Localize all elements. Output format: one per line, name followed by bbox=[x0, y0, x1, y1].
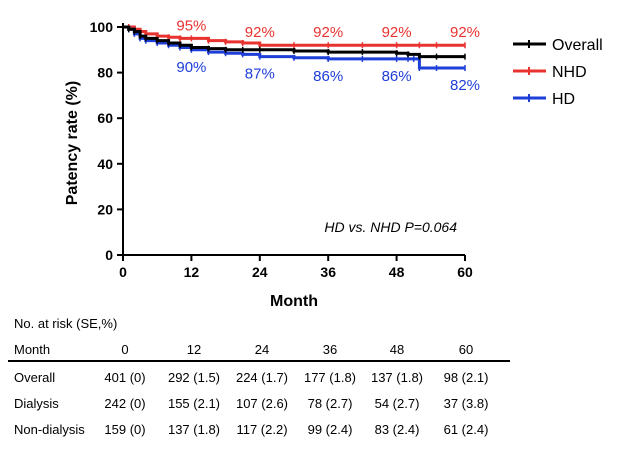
risk-row-value: 177 (1.8) bbox=[303, 370, 357, 385]
x-tick-label: 48 bbox=[389, 264, 405, 280]
risk-row-value: 78 (2.7) bbox=[307, 396, 353, 411]
x-tick-label: 12 bbox=[184, 264, 200, 280]
x-axis-title: Month bbox=[270, 293, 318, 310]
y-tick-label: 40 bbox=[97, 156, 113, 172]
legend-label-overall: Overall bbox=[552, 37, 603, 54]
nhd-percent-label: 92% bbox=[382, 24, 412, 41]
y-tick-label: 100 bbox=[90, 19, 114, 35]
risk-row-value: 401 (0) bbox=[104, 370, 146, 385]
risk-row-label: Overall bbox=[14, 370, 56, 385]
nhd-percent-label: 92% bbox=[450, 24, 480, 41]
x-tick-label: 36 bbox=[320, 264, 336, 280]
risk-row-value: 137 (1.8) bbox=[370, 370, 424, 385]
risk-row-label: Dialysis bbox=[14, 396, 59, 411]
x-tick-label: 24 bbox=[252, 264, 268, 280]
risk-table-divider bbox=[8, 360, 510, 362]
legend-label-nhd: NHD bbox=[552, 64, 587, 81]
risk-table-title: No. at risk (SE,%) bbox=[14, 316, 118, 331]
nhd-percent-label: 92% bbox=[245, 24, 275, 41]
x-tick-label: 0 bbox=[119, 264, 127, 280]
hd-percent-label: 90% bbox=[176, 59, 206, 76]
nhd-percent-label: 95% bbox=[176, 17, 206, 34]
risk-header-month: 48 bbox=[389, 342, 405, 357]
risk-header-month-label: Month bbox=[14, 342, 51, 357]
hd-percent-label: 87% bbox=[245, 66, 275, 83]
risk-row-value: 83 (2.4) bbox=[374, 422, 420, 437]
risk-header-month: 24 bbox=[254, 342, 270, 357]
risk-row-value: 292 (1.5) bbox=[167, 370, 221, 385]
risk-row-value: 242 (0) bbox=[104, 396, 146, 411]
annotations: 95% 92% 92% 92% 92% 90% 87% 86% 86% 82% bbox=[176, 17, 480, 94]
x-tick-label: 60 bbox=[457, 264, 473, 280]
y-tick-label: 20 bbox=[97, 201, 113, 217]
risk-header-month: 36 bbox=[322, 342, 338, 357]
risk-row-value: 99 (2.4) bbox=[307, 422, 353, 437]
hd-percent-label: 86% bbox=[382, 68, 412, 85]
risk-row-value: 159 (0) bbox=[104, 422, 146, 437]
axes: 0 20 40 60 80 100 0 12 24 36 48 60 bbox=[90, 19, 473, 280]
risk-row-label: Non-dialysis bbox=[14, 422, 85, 437]
risk-row-value: 37 (3.8) bbox=[443, 396, 489, 411]
risk-header-month: 0 bbox=[121, 342, 129, 357]
y-tick-label: 0 bbox=[105, 247, 113, 263]
hd-percent-label: 86% bbox=[313, 68, 343, 85]
hd-percent-label: 82% bbox=[450, 77, 480, 94]
curves bbox=[123, 24, 466, 72]
risk-row-value: 137 (1.8) bbox=[167, 422, 221, 437]
risk-row-value: 54 (2.7) bbox=[374, 396, 420, 411]
risk-row-value: 117 (2.2) bbox=[236, 422, 288, 437]
legend: Overall NHD HD bbox=[513, 37, 603, 108]
legend-label-hd: HD bbox=[552, 91, 575, 108]
y-axis-title: Patency rate (%) bbox=[64, 81, 81, 206]
risk-header-month: 60 bbox=[458, 342, 474, 357]
risk-row-value: 98 (2.1) bbox=[443, 370, 489, 385]
nhd-percent-label: 92% bbox=[313, 24, 343, 41]
y-tick-label: 80 bbox=[97, 65, 113, 81]
risk-row-value: 61 (2.4) bbox=[443, 422, 489, 437]
risk-row-value: 155 (2.1) bbox=[167, 396, 221, 411]
risk-row-value: 224 (1.7) bbox=[235, 370, 289, 385]
risk-row-value: 107 (2.6) bbox=[235, 396, 289, 411]
p-value-annotation: HD vs. NHD P=0.064 bbox=[324, 219, 457, 235]
y-tick-label: 60 bbox=[97, 110, 113, 126]
risk-header-month: 12 bbox=[186, 342, 202, 357]
